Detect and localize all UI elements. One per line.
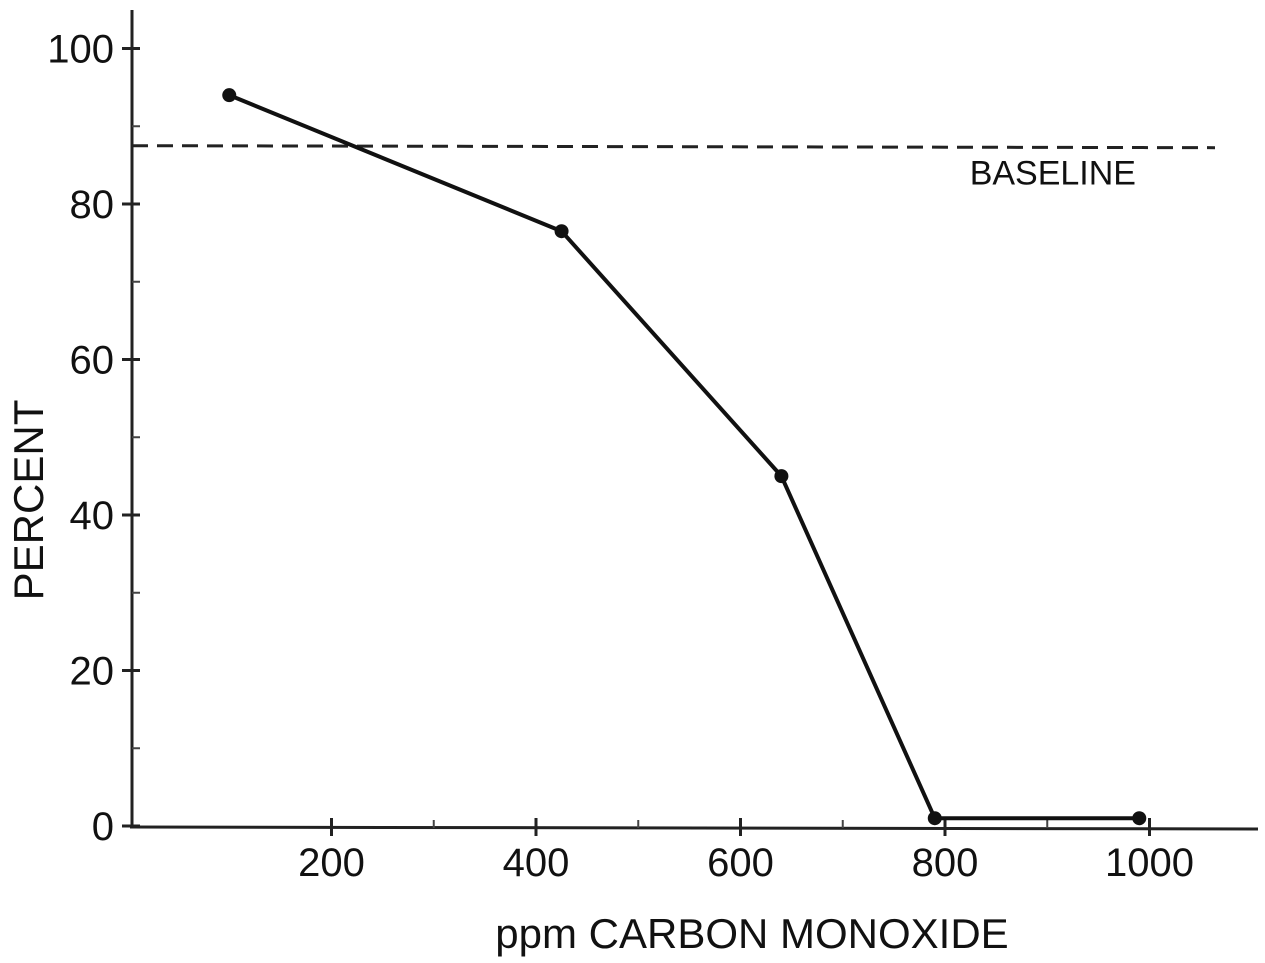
data-point — [222, 88, 237, 103]
y-tick-label: 40 — [70, 494, 115, 538]
data-series — [222, 88, 1147, 826]
labels: ppm CARBON MONOXIDE PERCENT 0 20 40 60 80 100… — [5, 28, 1194, 958]
data-point — [774, 469, 789, 484]
x-tick-label: 800 — [912, 841, 979, 885]
x-axis-title: ppm CARBON MONOXIDE — [495, 910, 1008, 957]
data-point — [1132, 811, 1147, 826]
y-axis-title: PERCENT — [5, 400, 52, 601]
y-tick-label: 100 — [47, 28, 114, 72]
axes — [122, 10, 1259, 836]
y-tick-label: 20 — [70, 650, 115, 694]
series-line — [228, 93, 1140, 821]
x-axis-line — [129, 825, 1259, 831]
baseline-label: BASELINE — [970, 155, 1136, 193]
x-tick-label: 400 — [503, 841, 570, 885]
data-point — [554, 224, 569, 239]
x-tick-label: 1000 — [1105, 841, 1194, 885]
y-tick-label: 0 — [92, 805, 114, 849]
reference-lines: BASELINE — [131, 144, 1216, 193]
baseline-line — [131, 144, 1216, 150]
data-point — [927, 811, 942, 826]
y-tick-label: 80 — [70, 183, 115, 227]
y-tick-label: 60 — [70, 339, 115, 383]
x-tick-label: 200 — [298, 841, 365, 885]
x-tick-label: 600 — [707, 841, 774, 885]
